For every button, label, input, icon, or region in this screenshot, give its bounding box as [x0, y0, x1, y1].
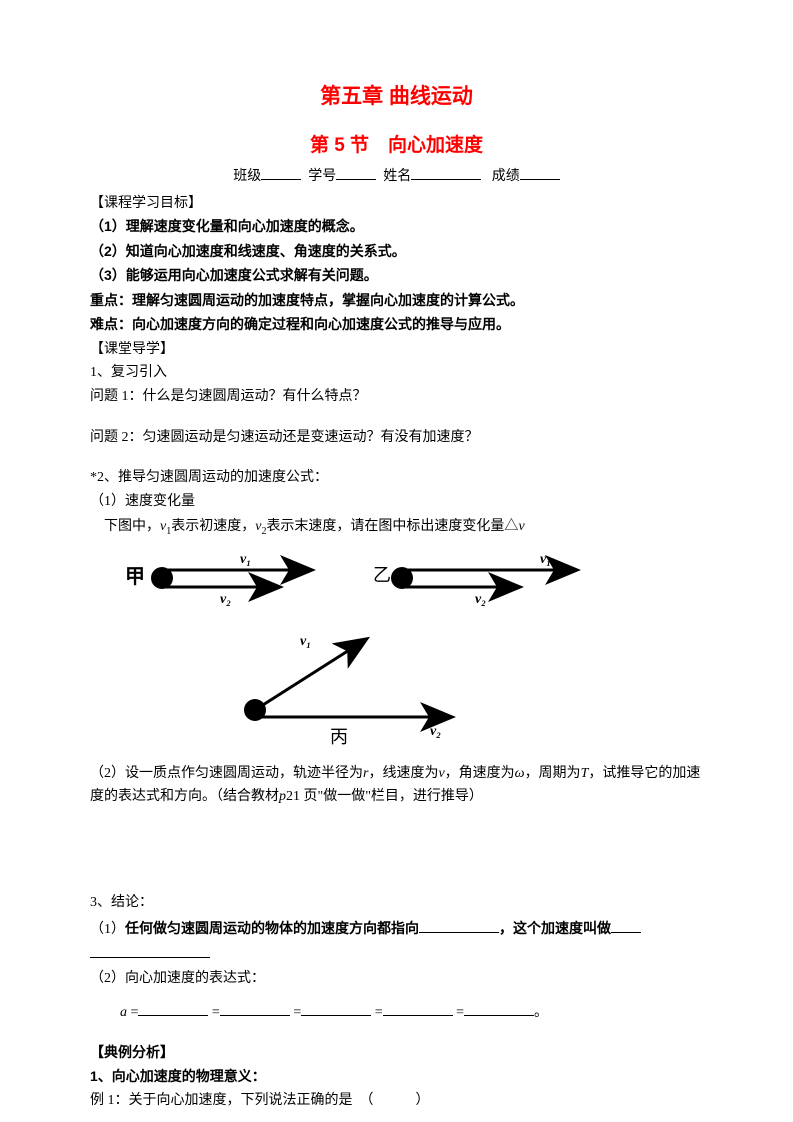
c1-c: ，这个加速度叫做: [499, 920, 611, 936]
chapter-title: 第五章 曲线运动: [90, 80, 703, 110]
part3-header: 3、结论：: [90, 892, 703, 914]
eq-blank-4: [383, 1001, 453, 1016]
key-text: 理解匀速圆周运动的加速度特点，掌握向心加速度的计算公式。: [132, 292, 524, 308]
difficult-point-line: 难点：向心加速度方向的确定过程和向心加速度公式的推导与应用。: [90, 313, 703, 335]
desc-c: 表示末速度，请在图中标出速度变化量△: [266, 519, 518, 534]
diagram-svg: 甲 v₁ v₂ 乙 v₁ v₂ v₁ v₂ 丙: [90, 545, 610, 755]
key-label: 重点：: [90, 292, 132, 308]
omega-sym: ω: [515, 766, 525, 781]
score-label: 成绩: [492, 169, 520, 184]
eq-blank-2: [220, 1001, 290, 1016]
part2-1: （1）速度变化量: [90, 491, 703, 513]
bing-v1-label: v₁: [300, 634, 311, 649]
conclusion-1: （1）任何做匀速圆周运动的物体的加速度方向都指向 ，这个加速度叫做: [90, 917, 703, 941]
desc-b: 表示初速度，: [171, 519, 255, 534]
bing-v1: [255, 640, 365, 710]
diff-label: 难点：: [90, 316, 132, 332]
c1-blank1: [419, 918, 499, 933]
objective-3: （3）能够运用向心加速度公式求解有关问题。: [90, 264, 703, 286]
question-2: 问题 2：匀速圆运动是匀速运动还是变速运动？有没有加速度？: [90, 427, 703, 449]
name-blank: [411, 165, 481, 180]
objectives-header: 【课程学习目标】: [90, 191, 703, 213]
diff-text: 向心加速度方向的确定过程和向心加速度公式的推导与应用。: [132, 316, 510, 332]
objective-1: （1）理解速度变化量和向心加速度的概念。: [90, 215, 703, 237]
c1-b: 任何做匀速圆周运动的物体的加速度方向都指向: [125, 920, 419, 936]
part2-header: *2、推导匀速圆周运动的加速度公式：: [90, 467, 703, 489]
class-blank: [261, 165, 301, 180]
eq-end: 。: [534, 1005, 548, 1020]
part2-2: （2）设一质点作匀速圆周运动，轨迹半径为r，线速度为v，角速度为ω，周期为T，试…: [90, 763, 703, 808]
conclusion-1-cont: [90, 943, 703, 966]
yi-v1-label: v₁: [540, 552, 551, 567]
eq-blank-3: [301, 1001, 371, 1016]
score-blank: [520, 165, 560, 180]
yi-v2-label: v₂: [475, 592, 486, 607]
guide-header: 【课堂导学】: [90, 337, 703, 359]
bing-label: 丙: [330, 727, 348, 747]
velocity-diagram: 甲 v₁ v₂ 乙 v₁ v₂ v₁ v₂ 丙: [90, 545, 703, 755]
student-info-line: 班级 学号 姓名 成绩: [90, 165, 703, 185]
p2-2-b: ，线速度为: [368, 766, 438, 781]
spacer: [90, 1025, 703, 1039]
p2-2-d: ，周期为: [525, 766, 581, 781]
spacer: [90, 810, 703, 890]
example1-question: 例 1：关于向心加速度，下列说法正确的是 （ ）: [90, 1090, 703, 1112]
document-page: 第五章 曲线运动 第 5 节 向心加速度 班级 学号 姓名 成绩 【课程学习目标…: [0, 0, 793, 1122]
a-sym: a: [120, 1005, 127, 1020]
example1-header: 1、向心加速度的物理意义：: [90, 1065, 703, 1087]
part2-1-desc: 下图中，v1表示初速度，v2表示末速度，请在图中标出速度变化量△v: [90, 516, 703, 540]
sid-label: 学号: [308, 169, 336, 184]
v-sym: v: [518, 519, 524, 534]
c1-blank3: [90, 943, 210, 958]
c1-a: （1）: [90, 922, 125, 937]
p2-2-c: ，角速度为: [445, 766, 515, 781]
objective-2: （2）知道向心加速度和线速度、角速度的关系式。: [90, 240, 703, 262]
conclusion-2: （2）向心加速度的表达式：: [90, 968, 703, 990]
eq-blank-1: [138, 1001, 208, 1016]
p-sym: p: [279, 789, 286, 804]
example-header: 【典例分析】: [90, 1041, 703, 1063]
yi-label: 乙: [373, 565, 391, 585]
section-title: 第 5 节 向心加速度: [90, 130, 703, 157]
jia-v2-label: v₂: [220, 592, 231, 607]
sid-blank: [336, 165, 376, 180]
eq-blank-5: [464, 1001, 534, 1016]
part1-header: 1、复习引入: [90, 362, 703, 384]
c1-blank2: [611, 918, 641, 933]
spacer: [90, 451, 703, 465]
desc-a: 下图中，: [104, 519, 160, 534]
p2-2-f: 21 页"做一做"栏目，进行推导）: [286, 789, 483, 804]
name-label: 姓名: [383, 169, 411, 184]
bing-v2-label: v₂: [430, 724, 441, 739]
key-point-line: 重点：理解匀速圆周运动的加速度特点，掌握向心加速度的计算公式。: [90, 289, 703, 311]
class-label: 班级: [233, 169, 261, 184]
formula-line: a = = = = =。: [120, 1001, 703, 1021]
question-1: 问题 1：什么是匀速圆周运动？有什么特点？: [90, 386, 703, 408]
spacer: [90, 411, 703, 425]
jia-label: 甲: [125, 566, 145, 588]
jia-v1-label: v₁: [240, 552, 251, 567]
p2-2-a: （2）设一质点作匀速圆周运动，轨迹半径为: [90, 766, 363, 781]
